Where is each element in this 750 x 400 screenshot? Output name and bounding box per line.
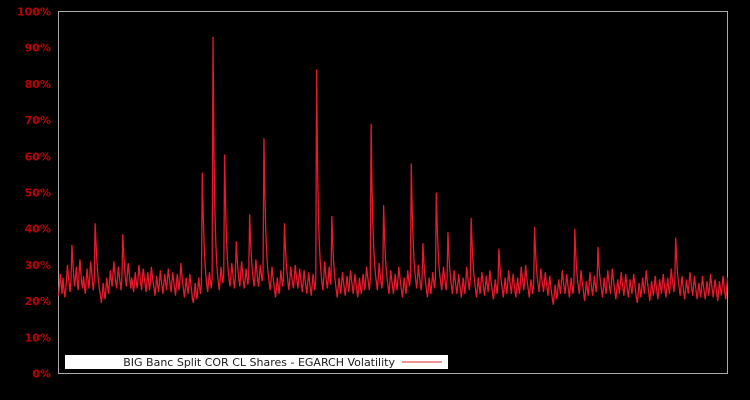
y-axis-tick-80pct: 80% — [25, 78, 51, 91]
y-axis-tick-0pct: 0% — [32, 368, 51, 381]
y-axis-tick-50pct: 50% — [25, 187, 51, 200]
series-group — [57, 36, 729, 305]
y-axis-tick-30pct: 30% — [25, 259, 51, 272]
plot-area-border — [58, 11, 728, 374]
y-axis-tick-40pct: 40% — [25, 223, 51, 236]
legend-label: BIG Banc Split COR CL Shares - EGARCH Vo… — [123, 356, 395, 369]
y-axis-tick-20pct: 20% — [25, 295, 51, 308]
series-line-0 — [57, 36, 729, 305]
legend-background — [65, 355, 448, 369]
y-axis-tick-10pct: 10% — [25, 331, 51, 344]
y-axis-tick-labels: 0% 10% 20% 30% 40% 50% 60% 70% 80% 90% 100% — [17, 6, 51, 381]
chart-legend[interactable]: BIG Banc Split COR CL Shares - EGARCH Vo… — [65, 355, 448, 369]
y-axis-tick-60pct: 60% — [25, 150, 51, 163]
y-axis-tick-100pct: 100% — [17, 6, 51, 19]
y-axis-tick-70pct: 70% — [25, 114, 51, 127]
y-axis-tick-90pct: 90% — [25, 42, 51, 55]
